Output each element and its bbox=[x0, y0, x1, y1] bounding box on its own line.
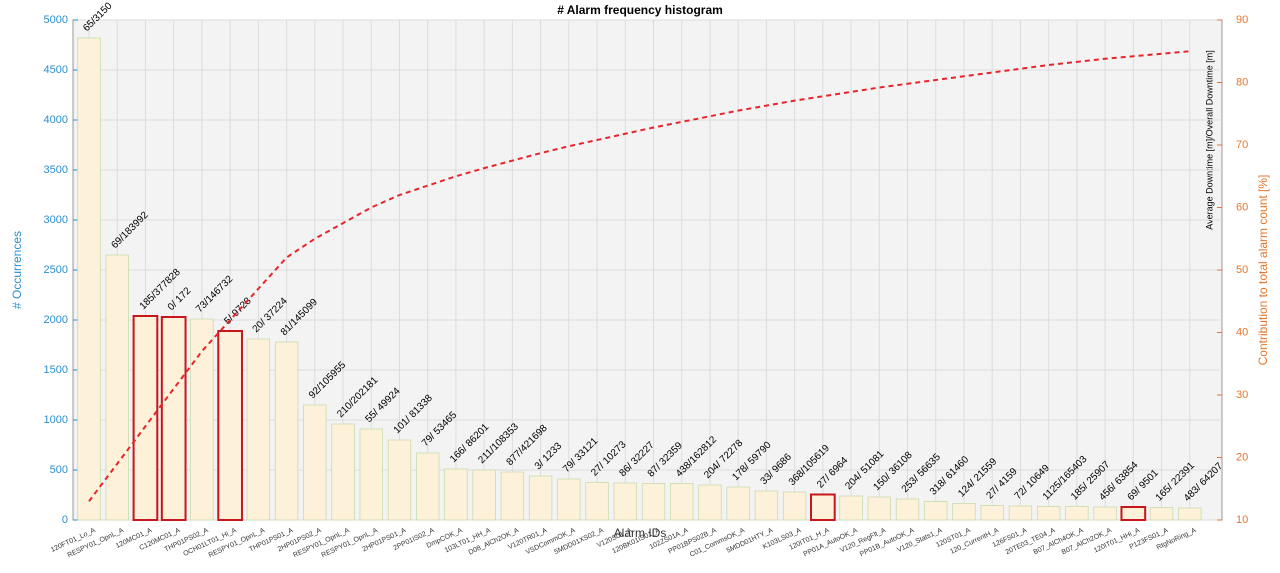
bar bbox=[105, 254, 129, 521]
bar bbox=[895, 498, 920, 521]
y-tick-label: 0 bbox=[62, 514, 68, 526]
y-tick-label: 4000 bbox=[44, 114, 68, 126]
bar bbox=[1036, 506, 1061, 521]
bar bbox=[161, 316, 186, 521]
y2-tick-label: 20 bbox=[1236, 451, 1248, 463]
bar bbox=[246, 338, 271, 521]
bar bbox=[1149, 507, 1174, 521]
bar bbox=[472, 469, 496, 521]
highlight-box bbox=[132, 315, 159, 521]
bar bbox=[782, 491, 807, 521]
bar bbox=[557, 478, 581, 521]
bar bbox=[726, 486, 750, 521]
y-tick-label: 4500 bbox=[44, 64, 68, 76]
y-tick-label: 2000 bbox=[44, 314, 68, 326]
bar bbox=[1093, 506, 1117, 521]
y2-tick-label: 70 bbox=[1236, 139, 1248, 151]
highlight-box bbox=[809, 493, 836, 521]
bar bbox=[1178, 507, 1202, 521]
bar bbox=[77, 37, 101, 521]
x-axis-label: Alarm IDs bbox=[614, 526, 667, 540]
y2-tick-label: 40 bbox=[1236, 326, 1248, 338]
bar bbox=[387, 439, 412, 521]
y-tick-label: 500 bbox=[50, 464, 68, 476]
y2-axis-label: Contribution to total alarm count [%] bbox=[1256, 175, 1270, 366]
bar bbox=[980, 505, 1004, 521]
bar bbox=[190, 318, 214, 521]
y2-tick-label: 60 bbox=[1236, 201, 1248, 213]
bar bbox=[500, 471, 525, 521]
bar bbox=[613, 482, 637, 521]
highlight-box bbox=[1120, 506, 1147, 521]
inner-axis-label: Average Downtime [m]/Overall Downtime [m… bbox=[1204, 50, 1214, 229]
y-tick-label: 2500 bbox=[44, 264, 68, 276]
bar bbox=[867, 496, 891, 521]
y2-tick-label: 80 bbox=[1236, 76, 1248, 88]
bar bbox=[1121, 506, 1146, 521]
cumulative-line bbox=[88, 50, 1190, 502]
bar bbox=[1008, 505, 1033, 521]
bar bbox=[416, 452, 440, 521]
y2-tick-label: 90 bbox=[1236, 14, 1248, 26]
y-tick-label: 3500 bbox=[44, 164, 68, 176]
bar bbox=[754, 490, 779, 521]
y2-tick-label: 30 bbox=[1236, 389, 1248, 401]
bar bbox=[670, 483, 694, 521]
y-tick-label: 1000 bbox=[44, 414, 68, 426]
bar bbox=[303, 404, 327, 521]
bar bbox=[641, 483, 666, 521]
bar bbox=[811, 494, 835, 521]
bar bbox=[924, 501, 948, 521]
highlight-box bbox=[160, 316, 187, 521]
bar bbox=[698, 484, 722, 521]
y-tick-label: 3000 bbox=[44, 214, 68, 226]
bar bbox=[839, 495, 863, 521]
y-axis-label: # Occurrences bbox=[10, 231, 24, 309]
bar bbox=[528, 475, 553, 521]
y-tick-label: 5000 bbox=[44, 14, 68, 26]
highlight-box bbox=[217, 330, 243, 521]
y2-tick-label: 50 bbox=[1236, 264, 1248, 276]
bar bbox=[359, 428, 383, 521]
bar bbox=[331, 423, 355, 521]
bar bbox=[585, 482, 609, 521]
bar bbox=[1065, 506, 1089, 521]
bar bbox=[444, 468, 468, 521]
y-tick-label: 1500 bbox=[44, 364, 68, 376]
bar bbox=[133, 315, 158, 521]
bar bbox=[274, 341, 299, 521]
bar bbox=[952, 503, 976, 521]
bar bbox=[218, 330, 242, 521]
chart-title: # Alarm frequency histogram bbox=[557, 3, 723, 17]
y2-tick-label: 10 bbox=[1236, 514, 1248, 526]
